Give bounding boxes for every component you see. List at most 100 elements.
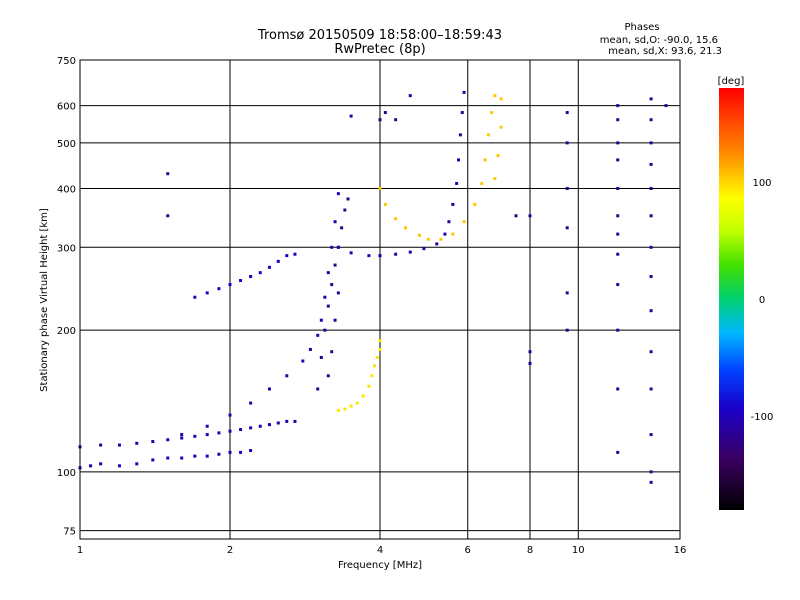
data-point (326, 304, 330, 308)
data-point (496, 154, 500, 158)
data-point (378, 186, 382, 190)
colorbar-tick-label: 0 (759, 295, 765, 306)
data-point (490, 111, 494, 115)
data-point (239, 428, 243, 432)
data-point (180, 456, 184, 460)
data-point (258, 424, 262, 428)
data-point (361, 394, 365, 398)
data-point (217, 452, 221, 456)
colorbar-ticks: 100 0 -100 (751, 178, 774, 423)
data-point (616, 387, 620, 391)
data-point (616, 118, 620, 122)
data-point (394, 252, 398, 256)
data-point (193, 454, 197, 458)
data-point (228, 429, 232, 433)
data-point (649, 141, 653, 145)
data-point (528, 350, 532, 354)
data-point (435, 242, 439, 246)
data-point (249, 401, 253, 405)
data-point (301, 359, 305, 363)
data-point (462, 220, 466, 224)
data-point (333, 263, 337, 267)
x-tick-label: 1 (77, 545, 83, 556)
data-point (349, 404, 353, 408)
data-point (565, 291, 569, 295)
data-point (336, 291, 340, 295)
data-point (383, 202, 387, 206)
data-point (383, 111, 387, 115)
y-tick-label: 200 (57, 326, 76, 337)
data-point (462, 90, 466, 94)
chart-title: Tromsø 20150509 18:58:00–18:59:43 (257, 28, 502, 43)
data-point (239, 450, 243, 454)
data-point (355, 401, 359, 405)
y-tick-label: 750 (57, 56, 76, 67)
data-point (228, 413, 232, 417)
data-point (649, 387, 653, 391)
phases-x-summary: mean, sd,X: 93.6, 21.3 (608, 46, 722, 57)
data-point (616, 232, 620, 236)
data-point (285, 254, 289, 258)
data-point (343, 407, 347, 411)
data-point (166, 438, 170, 442)
data-point (346, 197, 350, 201)
data-point (649, 480, 653, 484)
y-tick-label: 100 (57, 468, 76, 479)
data-points (78, 90, 668, 484)
data-point (480, 181, 484, 185)
data-point (166, 214, 170, 218)
data-point (249, 426, 253, 430)
data-point (336, 192, 340, 196)
y-axis-ticks: 75 100 200 300 400 500 600 750 (57, 56, 76, 538)
data-point (323, 328, 327, 332)
data-point (493, 94, 497, 98)
data-point (166, 456, 170, 460)
data-point (193, 295, 197, 299)
grid (80, 60, 680, 539)
data-point (528, 214, 532, 218)
data-point (308, 347, 312, 351)
data-point (343, 208, 347, 212)
data-point (151, 440, 155, 444)
data-point (367, 254, 371, 258)
data-point (514, 214, 518, 218)
data-point (330, 283, 334, 287)
data-point (228, 283, 232, 287)
data-point (616, 186, 620, 190)
chart-subtitle: RwPretec (8p) (334, 42, 425, 57)
data-point (616, 141, 620, 145)
data-point (333, 318, 337, 322)
data-point (249, 449, 253, 453)
data-point (135, 462, 139, 466)
data-point (293, 419, 297, 423)
colorbar-tick-label: 100 (752, 178, 771, 189)
data-point (258, 271, 262, 275)
data-point (565, 186, 569, 190)
data-point (649, 118, 653, 122)
data-point (205, 454, 209, 458)
data-point (455, 181, 459, 185)
x-tick-label: 2 (227, 545, 233, 556)
data-point (493, 177, 497, 181)
colorbar-tick-label: -100 (751, 412, 774, 423)
data-point (439, 237, 443, 241)
y-tick-label: 400 (57, 184, 76, 195)
data-point (649, 245, 653, 249)
data-point (135, 441, 139, 445)
data-point (99, 443, 103, 447)
data-point (205, 433, 209, 437)
data-point (319, 355, 323, 359)
data-point (565, 141, 569, 145)
data-point (193, 434, 197, 438)
colorbar-unit: [deg] (718, 76, 745, 87)
data-point (616, 450, 620, 454)
x-tick-label: 4 (377, 545, 383, 556)
data-point (451, 202, 455, 206)
y-tick-label: 500 (57, 139, 76, 150)
data-point (293, 252, 297, 256)
data-point (239, 279, 243, 283)
data-point (249, 275, 253, 279)
data-point (649, 433, 653, 437)
data-point (336, 245, 340, 249)
x-axis-ticks: 1 2 4 6 8 10 16 (77, 545, 687, 556)
